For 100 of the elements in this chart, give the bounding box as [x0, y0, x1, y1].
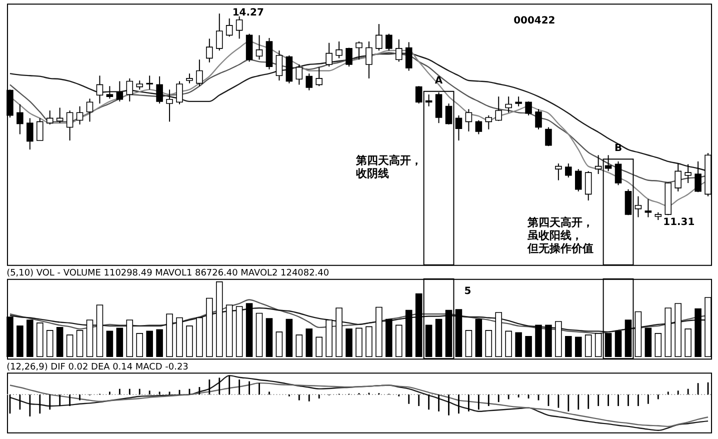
candlestick: [614, 160, 622, 186]
bar: [475, 318, 482, 358]
candlestick: [326, 42, 332, 68]
bar: [126, 320, 134, 358]
candlestick: [36, 118, 44, 141]
annotation: 第四天高开，虽收阳线，但无操作价值: [526, 216, 594, 255]
bar: [535, 324, 542, 358]
candlestick: [306, 73, 313, 91]
bar: [525, 336, 532, 358]
bar: [76, 330, 84, 358]
candlestick: [176, 80, 183, 105]
candlestick: [565, 163, 572, 178]
chart-title: (12,26,9) DIF 0.02 DEA 0.14 MACD -0.23: [6, 362, 188, 373]
bar: [46, 330, 54, 358]
candlestick: [86, 98, 94, 122]
candlestick: [26, 118, 34, 150]
candlestick: [66, 110, 74, 141]
candlestick: [236, 16, 243, 40]
bar: [266, 318, 273, 358]
chart-title: (5,10) VOL - VOLUME 110298.49 MAVOL1 86726.40 MAVOL2 124082.40: [6, 268, 330, 278]
bar: [505, 330, 512, 358]
bar: [644, 328, 652, 358]
candlestick: [356, 40, 362, 60]
candlestick: [525, 100, 532, 116]
bar: [286, 318, 293, 358]
bar: [326, 320, 332, 358]
bar: [405, 310, 412, 358]
bar: [316, 336, 323, 358]
bar: [176, 317, 183, 358]
bar: [395, 324, 402, 358]
bar: [565, 336, 572, 358]
candlestick: [346, 47, 352, 68]
candlestick: [505, 96, 512, 114]
bar: [116, 328, 124, 358]
bar: [584, 334, 592, 358]
bar: [296, 334, 303, 358]
candlestick: [116, 80, 124, 102]
candlestick: [96, 75, 104, 104]
candlestick: [46, 110, 54, 125]
bar: [276, 332, 283, 358]
bar: [674, 303, 682, 358]
candlestick: [465, 108, 472, 132]
bar: [246, 303, 253, 358]
bar: [186, 326, 193, 358]
bar: [256, 312, 263, 358]
bar: [346, 328, 352, 358]
candlestick: [386, 33, 392, 52]
bar: [56, 327, 64, 358]
candlestick: [545, 126, 552, 147]
candlestick: [216, 13, 223, 52]
bar: [386, 318, 392, 358]
candlestick: [186, 73, 193, 84]
candlestick: [106, 86, 114, 100]
candlestick: [495, 96, 502, 122]
candlestick: [206, 38, 213, 63]
candlestick: [515, 96, 522, 107]
bar: [96, 304, 104, 358]
bar: [336, 308, 342, 358]
candlestick: [644, 198, 652, 218]
bar: [16, 326, 24, 358]
bar: [196, 317, 203, 358]
candlestick: [136, 80, 144, 90]
candlestick: [146, 75, 153, 90]
bar: [86, 320, 94, 358]
bar: [236, 306, 243, 358]
bar: [495, 312, 502, 358]
bar: [694, 308, 702, 358]
candlestick: [166, 89, 173, 122]
candlestick: [56, 107, 64, 124]
bar: [376, 306, 382, 358]
bar: [226, 304, 233, 358]
candlestick: [584, 170, 592, 201]
annotation: 11.31: [663, 216, 695, 228]
bar: [555, 321, 562, 358]
bar: [574, 336, 582, 358]
candlestick: [574, 168, 582, 192]
candlestick: [475, 120, 482, 135]
candlestick: [674, 163, 682, 192]
candlestick: [366, 40, 372, 79]
bar: [66, 334, 74, 358]
candlestick: [256, 34, 263, 60]
bar: [545, 324, 552, 358]
candlestick: [405, 42, 412, 72]
candlestick: [226, 18, 233, 38]
bar: [356, 328, 362, 358]
candlestick: [535, 108, 542, 130]
bar: [156, 329, 163, 358]
annotation: 14.27: [232, 8, 264, 19]
candlestick: [276, 50, 283, 82]
candlestick: [684, 164, 692, 184]
annotation: 000422: [514, 16, 556, 27]
annotation: B: [614, 143, 622, 154]
bar: [216, 281, 223, 358]
bar: [306, 328, 313, 358]
bar: [36, 322, 44, 358]
candlestick: [555, 163, 562, 181]
candlestick: [336, 40, 342, 59]
bar: [106, 330, 114, 358]
candlestick: [156, 76, 163, 104]
candlestick: [196, 59, 203, 87]
